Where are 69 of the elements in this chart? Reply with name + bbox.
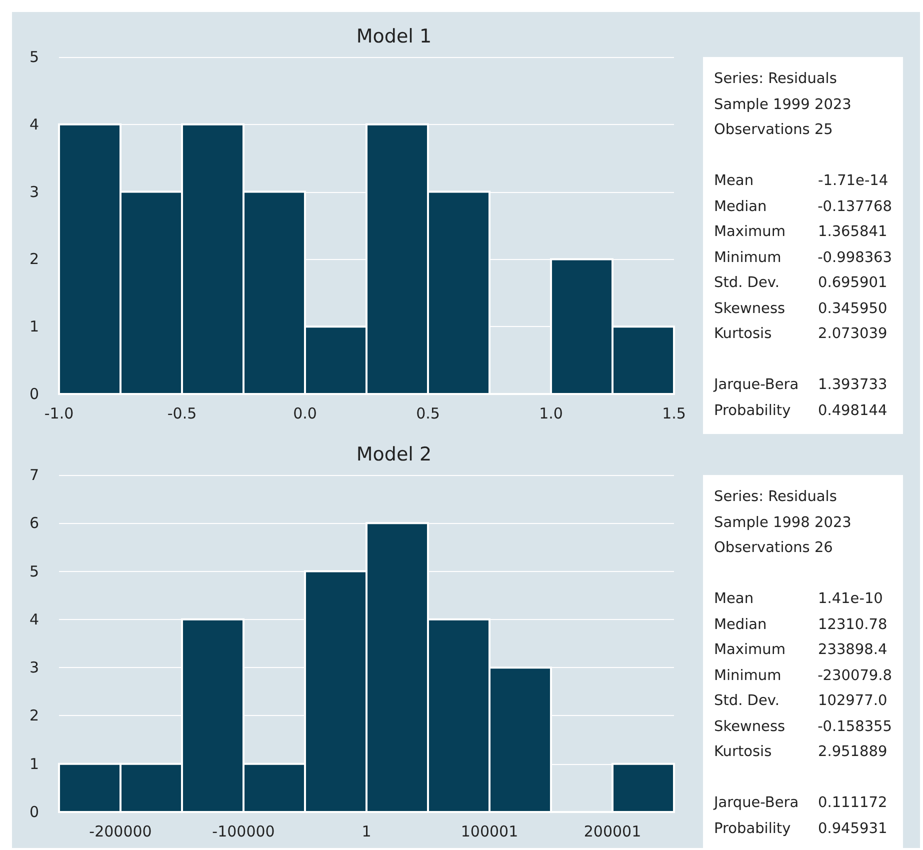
text: Kurtosis (714, 743, 772, 762)
y-tick-label: 3 (29, 182, 39, 201)
text: -0.137768 (818, 198, 892, 216)
text: Skewness (714, 300, 786, 318)
x-tick-label: -1.0 (44, 404, 74, 422)
text: 2.073039 (818, 325, 888, 344)
text: Probability (714, 820, 791, 838)
text: 0.345950 (818, 300, 888, 318)
text: Mean (714, 590, 754, 609)
text: -0.158355 (818, 718, 892, 736)
x-tick-label: -0.5 (167, 404, 197, 422)
y-tick-label: 1 (29, 318, 39, 336)
y-tick-label: 2 (29, 706, 39, 725)
text: Minimum (714, 666, 782, 686)
y-tick-label: 1 (29, 754, 39, 773)
x-tick-label: 1 (362, 822, 372, 840)
chart-title: Model 2 (356, 444, 432, 466)
text: Std. Dev. (714, 692, 780, 711)
text: Sample 1998 2023 (714, 514, 852, 532)
y-tick-label: 3 (29, 658, 39, 677)
x-tick-label: 1.0 (539, 404, 563, 422)
y-tick-label: 6 (29, 514, 39, 532)
text: 1.41e-10 (818, 590, 884, 609)
y-tick-label: 4 (29, 610, 39, 628)
text: 233898.4 (818, 641, 888, 660)
text: Jarque-Bera (714, 376, 799, 395)
text: Probability (714, 402, 791, 420)
text: 1.365841 (818, 223, 888, 242)
text: 0.498144 (818, 402, 888, 420)
text: Kurtosis (714, 325, 772, 344)
text: Observations 26 (714, 539, 834, 558)
text: Observations 25 (714, 121, 834, 140)
text: Series: Residuals (714, 488, 838, 507)
text: 0.945931 (818, 820, 888, 838)
y-tick-label: 5 (29, 562, 39, 580)
x-tick-label: 100001 (460, 822, 518, 840)
text: 2.951889 (818, 743, 888, 762)
text: Median (714, 616, 767, 634)
text: Jarque-Bera (714, 794, 799, 813)
text: -0.998363 (818, 248, 892, 268)
x-tick-label: 0.0 (293, 404, 317, 422)
text: 0.695901 (818, 274, 888, 293)
y-tick-label: 7 (29, 466, 39, 484)
text: Skewness (714, 718, 786, 736)
x-tick-label: -200000 (89, 822, 152, 840)
text: 0.111172 (818, 794, 888, 813)
chart-title: Model 1 (356, 26, 432, 48)
text: Std. Dev. (714, 274, 780, 293)
text: -230079.8 (818, 666, 892, 686)
text: Series: Residuals (714, 70, 838, 89)
text: Maximum (714, 223, 786, 242)
y-tick-label: 0 (29, 385, 39, 403)
y-tick-label: 2 (29, 250, 39, 268)
x-tick-label: -100000 (212, 822, 275, 840)
x-tick-label: 1.5 (662, 404, 686, 422)
text: Median (714, 198, 767, 216)
text: 102977.0 (818, 692, 888, 711)
y-tick-label: 4 (29, 115, 39, 134)
text: -1.71e-14 (818, 172, 890, 191)
x-tick-label: 0.5 (416, 404, 440, 422)
text: Maximum (714, 641, 786, 660)
text: 1.393733 (818, 376, 888, 395)
text: 12310.78 (818, 616, 888, 634)
text: Sample 1999 2023 (714, 96, 852, 114)
text: Mean (714, 172, 754, 191)
y-tick-label: 0 (29, 803, 39, 821)
y-tick-label: 5 (29, 48, 39, 66)
x-tick-label: 200001 (584, 822, 642, 840)
text: Minimum (714, 248, 782, 268)
